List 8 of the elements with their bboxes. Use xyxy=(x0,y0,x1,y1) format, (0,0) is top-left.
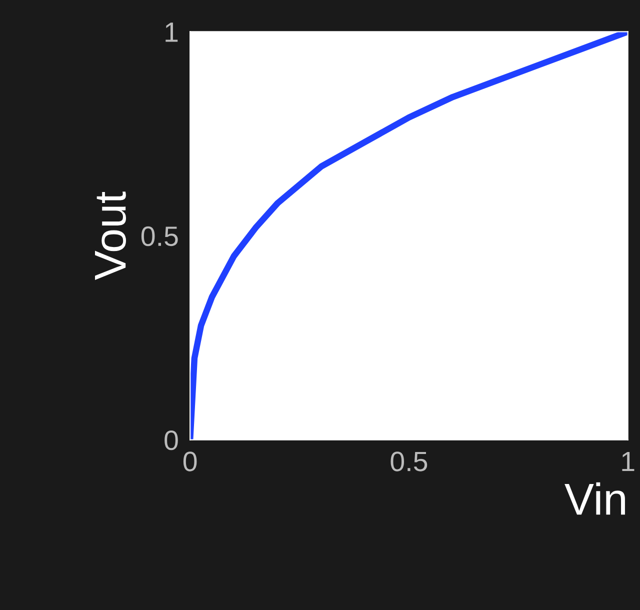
y-axis-title: Vout xyxy=(95,192,126,280)
x-tick-label: 1 xyxy=(622,452,634,472)
x-tick-label: 0.5 xyxy=(390,452,428,472)
y-tick-label: 1 xyxy=(166,22,178,42)
y-tick-label: 0.5 xyxy=(141,226,178,246)
x-axis-title: Vin xyxy=(564,482,625,515)
y-tick-label: 0 xyxy=(164,430,178,450)
x-tick-label: 0 xyxy=(183,452,197,472)
